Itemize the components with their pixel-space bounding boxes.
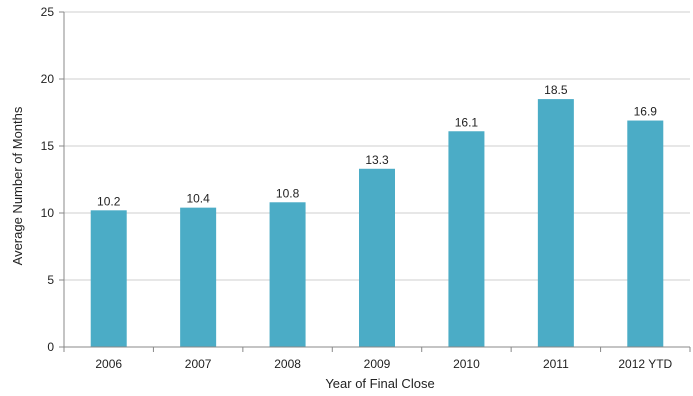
y-tick-label: 10 [41, 206, 55, 220]
x-tick-label: 2008 [274, 357, 301, 371]
x-axis-title: Year of Final Close [325, 376, 434, 391]
bar-2010 [448, 131, 485, 347]
data-label: 16.9 [634, 105, 658, 119]
x-tick-label: 2009 [364, 357, 391, 371]
bar-2011 [537, 99, 574, 347]
axes [59, 11, 691, 352]
data-label: 10.8 [276, 186, 300, 200]
y-tick-label: 5 [47, 273, 54, 287]
data-labels: 10.2 10.4 10.8 13.3 16.1 18.5 16.9 [97, 83, 657, 208]
data-label: 18.5 [544, 83, 568, 97]
y-tick-label: 15 [41, 139, 55, 153]
bar-2006 [90, 210, 127, 347]
data-label: 10.4 [186, 192, 210, 206]
y-tick-label: 25 [41, 5, 55, 19]
data-label: 13.3 [365, 153, 389, 167]
y-tick-labels: 0 5 10 15 20 25 [41, 5, 55, 354]
x-tick-label: 2012 YTD [618, 357, 672, 371]
x-tick-label: 2007 [185, 357, 212, 371]
y-axis-title: Average Number of Months [10, 106, 25, 265]
bars [90, 99, 664, 347]
x-tick-label: 2006 [95, 357, 122, 371]
bar-2008 [269, 202, 306, 347]
y-tick-label: 20 [41, 72, 55, 86]
x-tick-label: 2010 [453, 357, 480, 371]
y-tick-label: 0 [47, 340, 54, 354]
bar-2012-ytd [627, 120, 664, 347]
data-label: 10.2 [97, 194, 121, 208]
gridlines [64, 11, 690, 281]
x-tick-label: 2011 [543, 357, 569, 371]
x-tick-labels: 2006 2007 2008 2009 2010 2011 2012 YTD [95, 357, 672, 371]
bar-2007 [180, 207, 217, 347]
data-label: 16.1 [455, 115, 479, 129]
bar-2009 [359, 168, 395, 347]
